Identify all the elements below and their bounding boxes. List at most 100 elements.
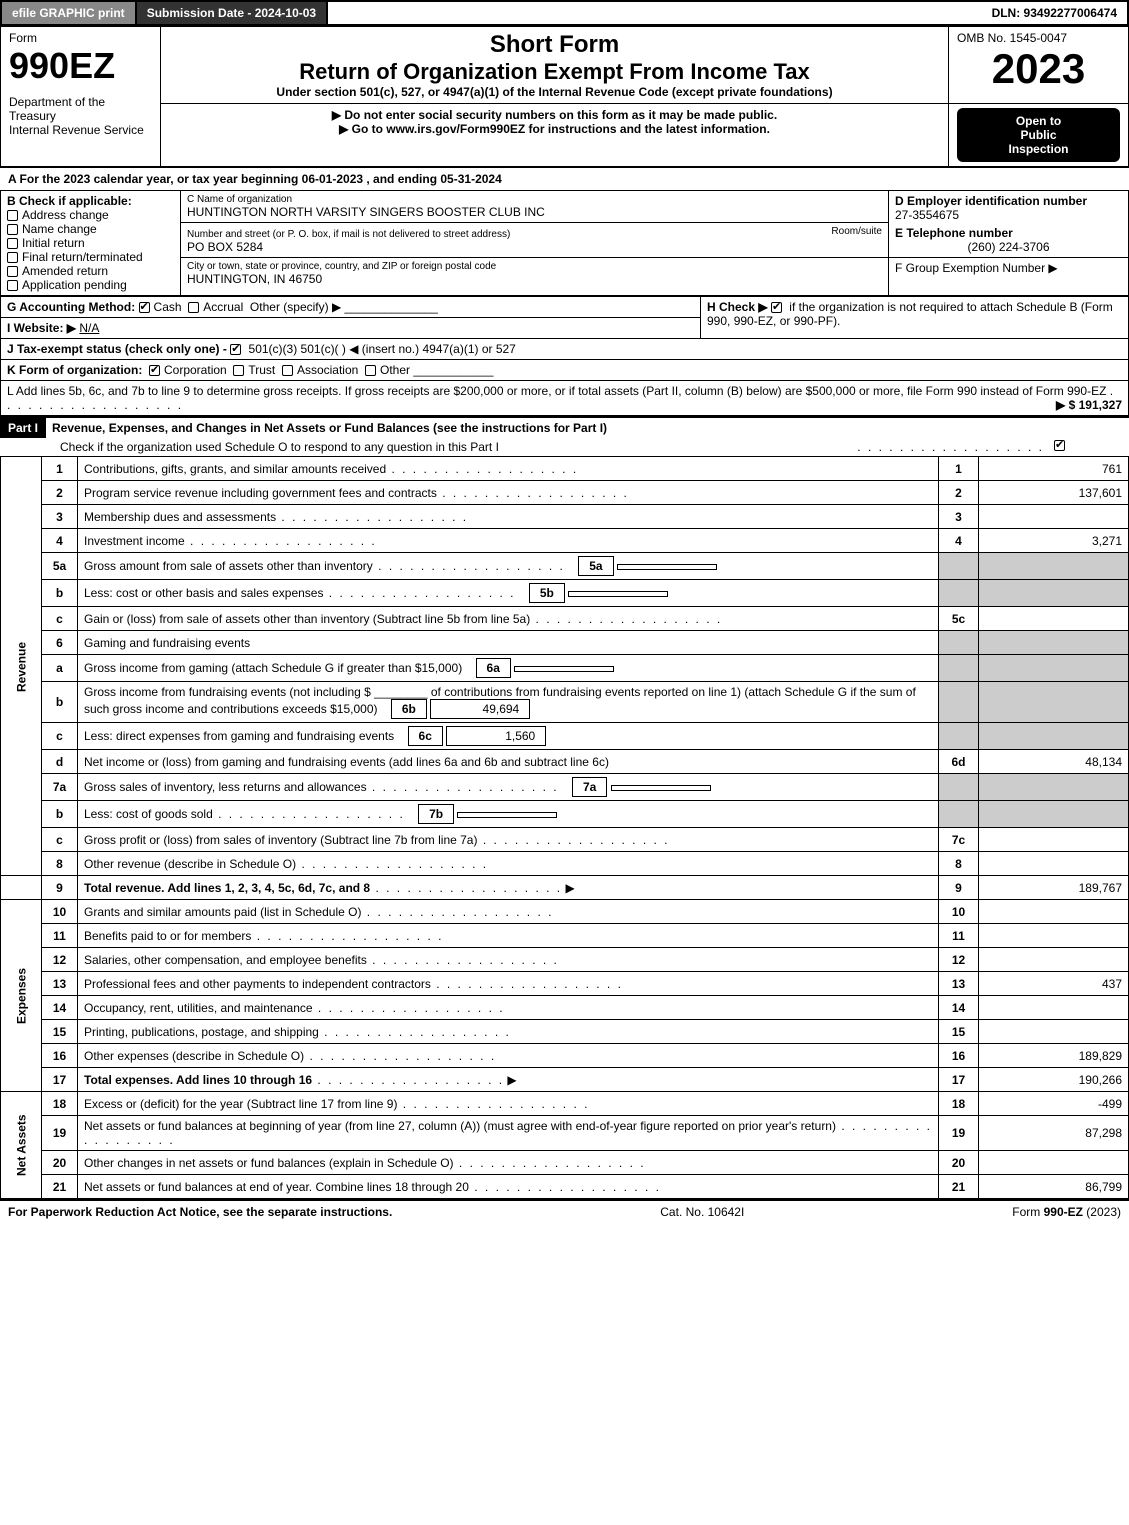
chk-trust[interactable] [233,365,244,376]
line-3-num: 3 [42,505,78,529]
submission-date-button[interactable]: Submission Date - 2024-10-03 [137,2,328,24]
chk-accrual-label: Accrual [203,300,243,314]
line-6-desc: Gaming and fundraising events [78,631,939,655]
line-6-box-shade [939,631,979,655]
line-15-val [979,1020,1129,1044]
line-16-val: 189,829 [979,1044,1129,1068]
part-i-check-row: Check if the organization used Schedule … [0,438,1129,456]
line-14-val [979,996,1129,1020]
line-10-desc: Grants and similar amounts paid (list in… [84,905,361,919]
line-21-box: 21 [939,1175,979,1199]
line-6a-sub: 6a [476,658,511,678]
line-5c-desc: Gain or (loss) from sale of assets other… [84,612,530,626]
revenue-side-spacer [1,876,42,900]
line-9-box: 9 [939,876,979,900]
open-line-2: Public [963,128,1114,142]
line-6a-desc: Gross income from gaming (attach Schedul… [84,661,462,675]
part-i-heading: Revenue, Expenses, and Changes in Net As… [46,418,1129,438]
chk-address-change[interactable]: Address change [7,208,174,222]
line-12-num: 12 [42,948,78,972]
line-6b-box-shade [939,682,979,723]
chk-cash[interactable] [139,302,150,313]
efile-print-button[interactable]: efile GRAPHIC print [2,2,137,24]
omb-number: OMB No. 1545-0047 [957,31,1120,45]
footer-right: Form 990-EZ (2023) [1012,1205,1121,1219]
section-c-label: C Name of organization [187,194,882,205]
line-6-num: 6 [42,631,78,655]
goto-link[interactable]: ▶ Go to www.irs.gov/Form990EZ for instru… [169,122,940,136]
line-7b-box-shade [939,801,979,828]
line-21-num: 21 [42,1175,78,1199]
dept-treasury: Department of the Treasury [9,95,152,123]
line-16-box: 16 [939,1044,979,1068]
chk-final-return-label: Final return/terminated [22,250,143,264]
city-label: City or town, state or province, country… [187,261,882,272]
section-d-label: D Employer identification number [895,194,1122,208]
chk-accrual[interactable] [188,302,199,313]
line-5a-box-shade [939,553,979,580]
section-j-opts: 501(c)(3) 501(c)( ) ◀ (insert no.) 4947(… [249,342,516,356]
dept-irs: Internal Revenue Service [9,123,152,137]
room-label: Room/suite [831,226,882,237]
form-label: Form [9,31,152,45]
city-value: HUNTINGTON, IN 46750 [187,272,882,286]
line-5a-sub: 5a [578,556,613,576]
chk-name-change[interactable]: Name change [7,222,174,236]
chk-association[interactable] [282,365,293,376]
gross-receipts-value: ▶ $ 191,327 [1056,398,1122,412]
section-b-label: B Check if applicable: [7,194,174,208]
topbar-spacer [328,2,981,24]
line-10-val [979,900,1129,924]
chk-schedule-b[interactable] [771,302,782,313]
line-1-box: 1 [939,457,979,481]
line-6a-val-shade [979,655,1129,682]
chk-501c3[interactable] [230,344,241,355]
meta-table-2: G Accounting Method: Cash Accrual Other … [0,296,1129,416]
chk-amended-return[interactable]: Amended return [7,264,174,278]
line-2-desc: Program service revenue including govern… [84,486,437,500]
line-20-val [979,1151,1129,1175]
line-12-desc: Salaries, other compensation, and employ… [84,953,367,967]
line-11-val [979,924,1129,948]
chk-initial-return[interactable]: Initial return [7,236,174,250]
line-5a-val-shade [979,553,1129,580]
line-6b-desc1: Gross income from fundraising events (no… [84,685,371,699]
line-3-box: 3 [939,505,979,529]
chk-other-org[interactable] [365,365,376,376]
line-14-desc: Occupancy, rent, utilities, and maintena… [84,1001,313,1015]
line-14-box: 14 [939,996,979,1020]
line-15-desc: Printing, publications, postage, and shi… [84,1025,319,1039]
chk-schedule-o-part-i[interactable] [1054,440,1065,451]
footer-left: For Paperwork Reduction Act Notice, see … [8,1205,392,1219]
line-7a-num: 7a [42,774,78,801]
line-5b-val-shade [979,580,1129,607]
line-8-desc: Other revenue (describe in Schedule O) [84,857,296,871]
website-value: N/A [79,321,99,335]
page-footer: For Paperwork Reduction Act Notice, see … [0,1199,1129,1223]
chk-association-label: Association [297,363,358,377]
chk-application-pending[interactable]: Application pending [7,278,174,292]
line-8-num: 8 [42,852,78,876]
line-4-box: 4 [939,529,979,553]
line-10-num: 10 [42,900,78,924]
form-header-table: Form 990EZ Department of the Treasury In… [0,26,1129,167]
line-6a-subval [514,666,614,672]
line-6d-box: 6d [939,750,979,774]
section-a-tax-year: A For the 2023 calendar year, or tax yea… [0,167,1129,190]
chk-corporation[interactable] [149,365,160,376]
ssn-warning: ▶ Do not enter social security numbers o… [169,108,940,122]
chk-final-return[interactable]: Final return/terminated [7,250,174,264]
line-18-box: 18 [939,1092,979,1116]
chk-application-pending-label: Application pending [22,278,127,292]
line-4-val: 3,271 [979,529,1129,553]
line-6c-num: c [42,723,78,750]
line-7c-val [979,828,1129,852]
line-18-num: 18 [42,1092,78,1116]
line-7a-sub: 7a [572,777,607,797]
line-6c-box-shade [939,723,979,750]
line-2-box: 2 [939,481,979,505]
line-1-num: 1 [42,457,78,481]
line-11-num: 11 [42,924,78,948]
line-4-num: 4 [42,529,78,553]
line-6c-subval: 1,560 [446,726,546,746]
